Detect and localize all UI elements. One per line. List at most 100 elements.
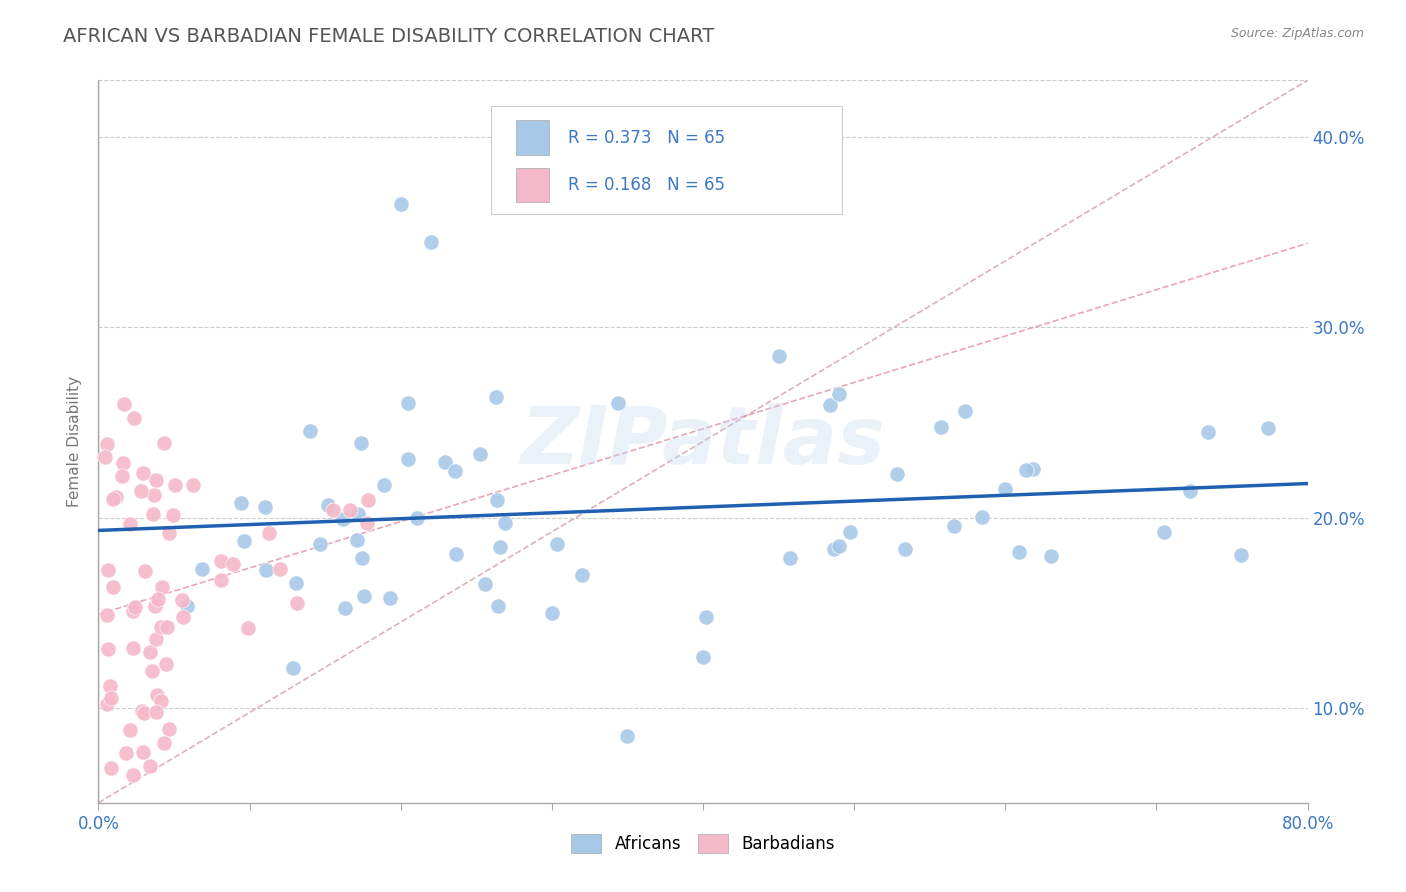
Point (434, 455, 457, 469)
Point (828, 539, 851, 553)
Point (150, 580, 173, 594)
Point (101, 580, 124, 594)
Point (339, 503, 361, 517)
Point (299, 424, 322, 438)
Point (172, 610, 194, 624)
Point (356, 516, 378, 530)
Legend: Africans, Barbadians: Africans, Barbadians (565, 827, 841, 860)
Point (145, 632, 167, 646)
Point (1197, 425, 1219, 440)
Point (489, 541, 512, 555)
Point (145, 473, 167, 487)
Text: Source: ZipAtlas.com: Source: ZipAtlas.com (1230, 27, 1364, 40)
Point (486, 492, 509, 507)
Point (138, 645, 160, 659)
Point (768, 349, 790, 363)
Point (540, 606, 562, 620)
Point (970, 509, 993, 524)
Point (153, 436, 176, 450)
Point (157, 722, 180, 736)
Point (285, 596, 308, 610)
Point (335, 600, 357, 615)
Point (254, 563, 277, 577)
Point (121, 604, 143, 618)
Point (100, 761, 122, 775)
Point (485, 390, 508, 404)
Point (350, 435, 373, 450)
Point (122, 410, 145, 425)
Point (546, 537, 568, 551)
Text: R = 0.373   N = 65: R = 0.373 N = 65 (568, 128, 724, 146)
Point (131, 704, 153, 718)
Point (142, 507, 165, 521)
Point (571, 567, 593, 582)
Point (931, 420, 953, 434)
Y-axis label: Female Disability: Female Disability (67, 376, 83, 508)
Point (953, 404, 976, 418)
Point (259, 525, 281, 540)
FancyBboxPatch shape (516, 120, 550, 155)
Point (181, 478, 204, 492)
Point (443, 465, 465, 479)
Point (149, 694, 172, 708)
Text: AFRICAN VS BARBADIAN FEMALE DISABILITY CORRELATION CHART: AFRICAN VS BARBADIAN FEMALE DISABILITY C… (63, 27, 714, 45)
Point (165, 477, 187, 491)
Point (98, 679, 121, 693)
Point (209, 573, 232, 587)
Point (145, 706, 167, 720)
Point (1153, 525, 1175, 540)
Point (352, 551, 374, 566)
Point (823, 542, 845, 557)
Point (1015, 463, 1038, 477)
Point (779, 551, 801, 566)
Point (474, 576, 496, 591)
Point (146, 688, 169, 702)
Point (236, 621, 259, 635)
Point (122, 768, 145, 782)
Text: R = 0.168   N = 65: R = 0.168 N = 65 (568, 176, 724, 194)
Point (1180, 483, 1202, 498)
Point (97, 641, 120, 656)
Point (124, 599, 146, 614)
Point (134, 564, 156, 578)
Point (695, 609, 717, 624)
Point (229, 495, 252, 509)
Point (143, 599, 166, 613)
Point (105, 491, 128, 505)
Point (94, 450, 117, 464)
Point (616, 729, 638, 743)
Point (468, 447, 491, 461)
Point (120, 723, 142, 738)
Point (191, 562, 214, 576)
Point (886, 467, 908, 481)
Point (122, 641, 145, 656)
Point (233, 533, 256, 548)
Point (994, 482, 1017, 496)
Point (332, 512, 354, 526)
Point (96, 698, 118, 712)
Point (269, 562, 291, 576)
Point (150, 620, 173, 634)
Point (143, 488, 166, 502)
Point (420, 235, 443, 249)
Point (111, 456, 134, 470)
Point (389, 197, 412, 211)
Point (96, 607, 118, 622)
Point (486, 599, 509, 614)
Point (942, 518, 965, 533)
Point (1008, 545, 1031, 559)
Text: ZIPatlas: ZIPatlas (520, 402, 886, 481)
Point (820, 398, 842, 412)
Point (1230, 548, 1253, 562)
FancyBboxPatch shape (516, 168, 550, 202)
Point (118, 516, 141, 531)
Point (176, 599, 198, 614)
Point (155, 657, 177, 671)
Point (152, 736, 174, 750)
Point (396, 396, 419, 410)
Point (103, 492, 125, 507)
Point (347, 508, 370, 522)
Point (1039, 549, 1062, 563)
Point (353, 590, 375, 604)
Point (222, 558, 245, 572)
